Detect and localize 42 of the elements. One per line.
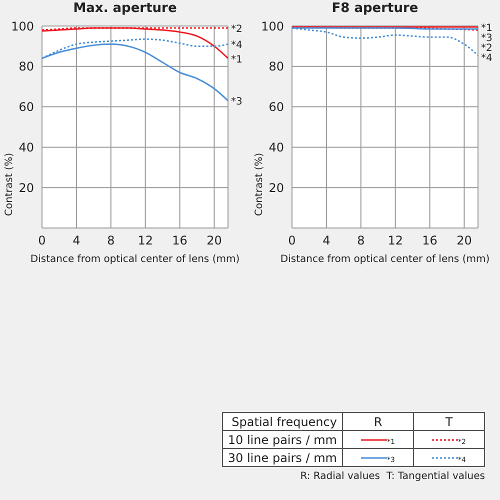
text: *2: [481, 43, 492, 54]
x-tick-label: 12: [138, 234, 153, 248]
x-tick-label: 20: [206, 234, 222, 248]
chart-title: F8 aperture: [330, 0, 420, 18]
y-tick-label: 80: [268, 60, 284, 74]
x-axis-title: Distance from optical center of lens (mm): [280, 254, 490, 265]
x-tick-label: 20: [456, 234, 472, 248]
x-tick-label: 4: [322, 234, 330, 248]
y-tick-label: 20: [18, 180, 34, 195]
y-tick-label: 40: [18, 140, 34, 154]
x-tick-label: 8: [107, 234, 115, 248]
x-tick-label: 0: [288, 234, 296, 248]
y-axis-title: Contrast (%): [4, 152, 15, 216]
text: R: Radial values T: Tangential values: [299, 471, 485, 482]
series-label: *4: [231, 40, 242, 52]
y-axis-title: Contrast (%): [254, 152, 265, 216]
series-label: *2: [231, 24, 242, 36]
text: *3: [481, 33, 492, 44]
x-tick-label: 4: [72, 234, 80, 248]
text: 30 line pairs / mm: [222, 448, 342, 466]
text: T: [414, 412, 484, 430]
y-tick-label: 80: [18, 60, 34, 74]
y-tick-label: 20: [268, 180, 284, 195]
text: 10 line pairs / mm: [222, 430, 342, 448]
x-axis-title: Distance from optical center of lens (mm): [30, 254, 240, 265]
x-tick-label: 0: [38, 234, 46, 248]
text: R: [342, 412, 414, 430]
x-tick-label: 8: [357, 234, 365, 248]
chart-title: Max. aperture: [72, 0, 178, 18]
x-tick-label: 12: [388, 234, 403, 248]
y-tick-label: 40: [268, 140, 284, 154]
y-tick-label: 60: [18, 100, 34, 114]
text: Spatial frequency: [222, 412, 342, 430]
y-tick-label: 60: [268, 100, 284, 114]
x-tick-label: 16: [422, 234, 438, 248]
text: *1: [481, 23, 492, 34]
text: *4: [481, 53, 492, 64]
series-label: *3: [231, 96, 242, 108]
y-tick-label: 100: [11, 19, 34, 34]
x-tick-label: 16: [172, 234, 188, 248]
series-label: *1: [231, 54, 242, 66]
y-tick-label: 100: [261, 19, 284, 34]
